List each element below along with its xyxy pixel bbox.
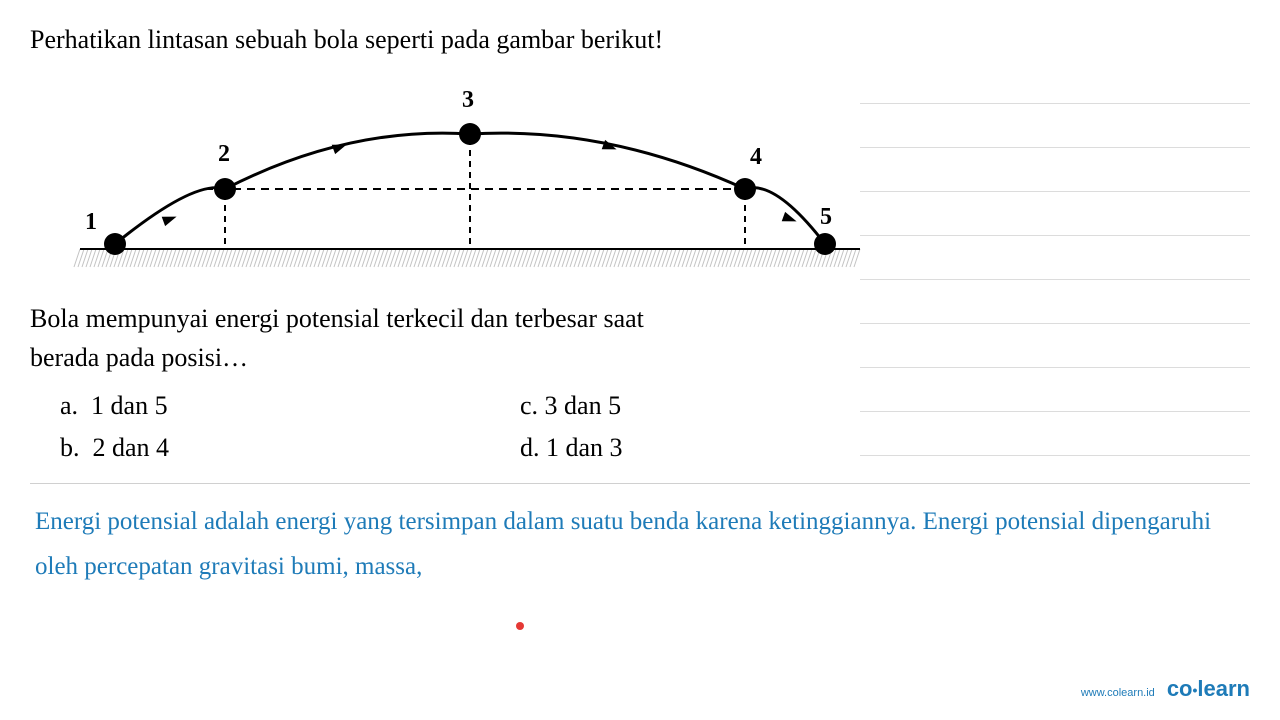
svg-text:3: 3 [462,87,474,113]
option-b: b. 2 dan 4 [60,427,520,469]
options-right: c. 3 dan 5 d. 1 dan 3 [520,385,623,468]
divider-line [30,483,1250,484]
annotation-text: Energi potensial adalah energi yang ters… [30,499,1250,589]
question-intro: Perhatikan lintasan sebuah bola seperti … [30,20,690,59]
svg-text:1: 1 [85,209,97,235]
ruled-background [860,60,1250,456]
svg-text:4: 4 [750,144,762,170]
footer-url: www.colearn.id [1081,687,1155,699]
svg-text:5: 5 [820,204,832,230]
cursor-pointer-icon [516,622,524,630]
question-followup: Bola mempunyai energi potensial terkecil… [30,299,690,377]
trajectory-diagram: 1 2 3 4 5 [50,69,850,284]
option-d: d. 1 dan 3 [520,427,623,469]
footer-logo: co•learn [1167,676,1250,702]
footer: www.colearn.id co•learn [1081,676,1250,702]
svg-text:2: 2 [218,141,230,167]
option-c: c. 3 dan 5 [520,385,623,427]
options-left: a. 1 dan 5 b. 2 dan 4 [30,385,520,468]
option-a: a. 1 dan 5 [60,385,520,427]
